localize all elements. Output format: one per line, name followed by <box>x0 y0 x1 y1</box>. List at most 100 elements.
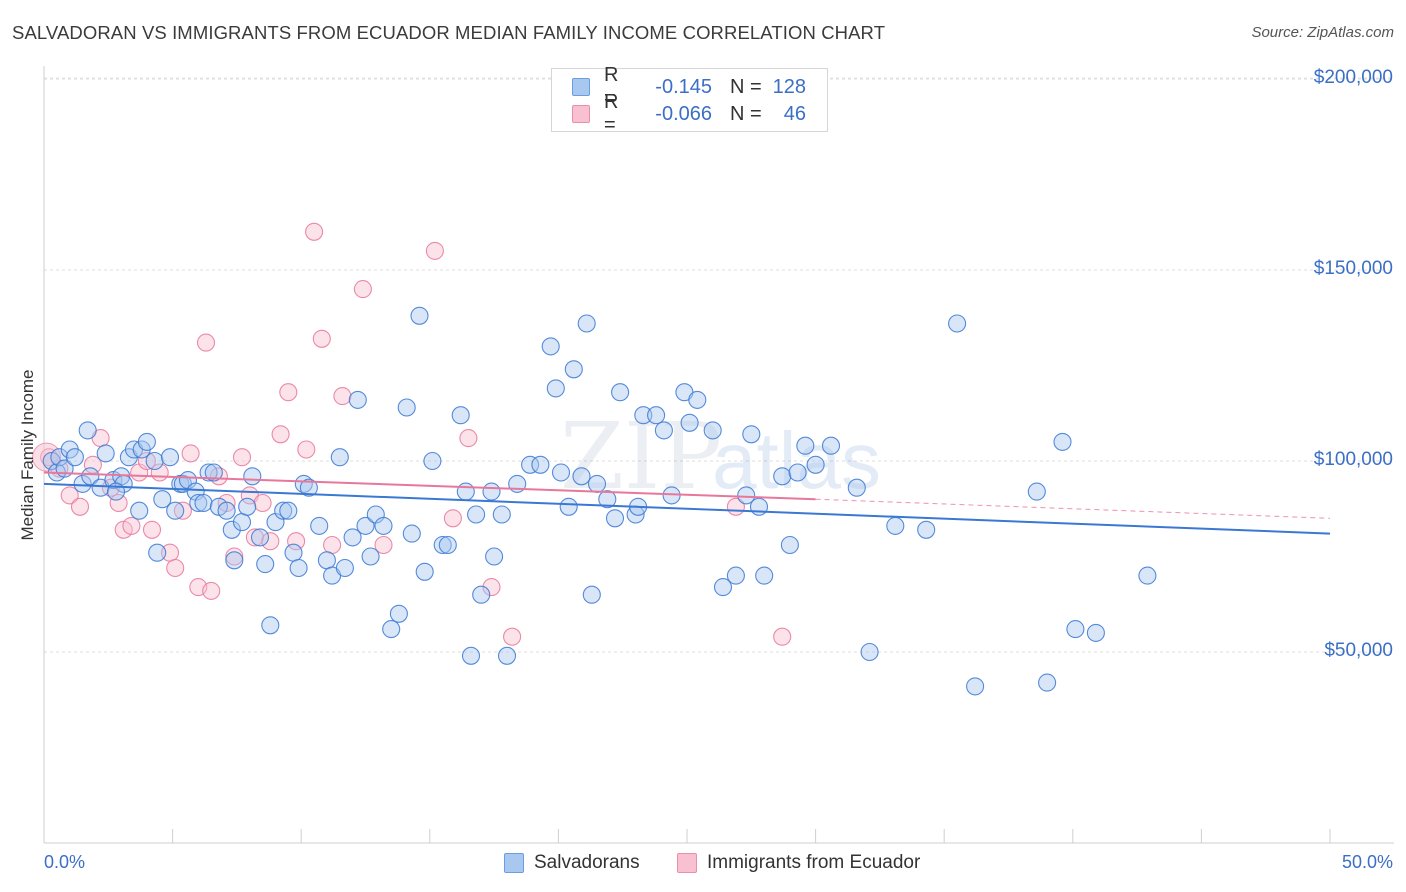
data-point <box>482 482 501 501</box>
series-salvadorans-points <box>42 306 1157 696</box>
data-point <box>289 558 308 578</box>
data-point <box>1027 482 1046 501</box>
data-point <box>274 501 293 520</box>
data-point <box>688 390 707 409</box>
data-point <box>788 463 807 482</box>
data-point <box>217 501 236 520</box>
data-point <box>948 314 967 333</box>
data-point <box>492 505 511 524</box>
data-point <box>250 528 270 547</box>
data-point <box>305 222 324 241</box>
data-point <box>202 581 221 600</box>
data-point <box>1138 566 1157 585</box>
data-point <box>204 463 223 482</box>
data-point <box>713 578 733 597</box>
x-tick-label-left: 0.0% <box>44 852 86 872</box>
data-point <box>361 547 380 566</box>
data-point <box>443 509 462 528</box>
data-point <box>348 390 367 409</box>
stats-legend: R = -0.145 N = 128 R = -0.066 N = 46 <box>551 64 828 136</box>
data-point <box>773 467 792 486</box>
data-point <box>374 516 393 535</box>
legend-row-salvadorans: R = -0.145 N = 128 <box>572 64 806 109</box>
data-point <box>253 493 272 513</box>
data-point <box>451 406 470 425</box>
data-point <box>472 585 491 604</box>
data-point <box>317 551 336 570</box>
data-point <box>966 677 985 696</box>
x-tick-label-right: 50.0% <box>1341 852 1393 872</box>
data-point <box>410 306 429 325</box>
data-point <box>122 516 141 535</box>
y-tick-label: $200,000 <box>1313 67 1393 88</box>
data-point <box>356 516 375 535</box>
data-point <box>297 440 316 459</box>
data-point <box>225 547 244 566</box>
data-point <box>284 543 303 562</box>
data-point <box>70 497 90 516</box>
data-point <box>780 535 799 555</box>
data-point <box>73 474 92 493</box>
data-point <box>137 432 156 451</box>
bottom-legend-swatch-pink <box>677 853 697 873</box>
legend-r-value: -0.066 <box>655 102 712 125</box>
data-point <box>173 501 192 520</box>
legend-r-value: -0.145 <box>655 75 712 98</box>
data-point <box>546 379 565 398</box>
data-point <box>598 490 617 509</box>
data-point <box>279 501 298 520</box>
y-tick-label: $150,000 <box>1313 258 1393 279</box>
data-point <box>96 444 115 463</box>
data-point <box>353 280 372 299</box>
trend-lines <box>43 471 1331 535</box>
data-point <box>521 455 540 474</box>
data-point <box>577 314 596 333</box>
data-point <box>806 455 825 474</box>
legend-n-value: 46 <box>783 102 806 125</box>
data-point <box>634 406 653 425</box>
data-point <box>467 505 486 524</box>
data-point <box>65 448 84 467</box>
data-point <box>166 558 185 578</box>
data-point <box>109 493 128 513</box>
legend-n-value: 128 <box>772 75 806 98</box>
data-point <box>402 524 421 543</box>
data-point <box>271 425 290 444</box>
data-point <box>680 413 699 432</box>
data-point <box>605 509 625 528</box>
data-point <box>225 551 244 570</box>
data-point <box>482 578 501 597</box>
data-point <box>796 436 815 455</box>
trend-line-ecuador <box>43 471 816 501</box>
data-point <box>333 387 352 406</box>
data-point <box>755 566 774 585</box>
data-point <box>860 642 879 662</box>
data-point <box>1038 673 1057 692</box>
data-point <box>703 421 722 440</box>
legend-n-label: N = <box>730 102 762 125</box>
y-tick-label: $50,000 <box>1324 640 1393 661</box>
data-point <box>503 627 522 646</box>
data-point <box>541 337 560 356</box>
data-point <box>153 490 172 509</box>
data-point <box>60 486 79 505</box>
bottom-legend-label: Salvadorans <box>534 852 640 873</box>
data-point <box>1053 432 1072 451</box>
data-point <box>737 486 756 505</box>
data-point <box>310 516 329 535</box>
data-point <box>551 463 571 482</box>
y-axis-label: Median Family Income <box>18 369 37 541</box>
data-point <box>137 451 156 471</box>
data-point <box>148 543 167 562</box>
data-point <box>232 448 252 467</box>
data-point <box>773 627 792 646</box>
data-point <box>886 516 905 535</box>
bottom-legend: Salvadorans Immigrants from Ecuador <box>0 852 1406 878</box>
data-point <box>130 501 149 520</box>
data-point <box>438 535 457 555</box>
data-point <box>222 520 241 539</box>
data-point <box>78 421 97 440</box>
legend-row-ecuador: R = -0.066 N = 46 <box>572 91 806 136</box>
data-point <box>232 513 252 532</box>
